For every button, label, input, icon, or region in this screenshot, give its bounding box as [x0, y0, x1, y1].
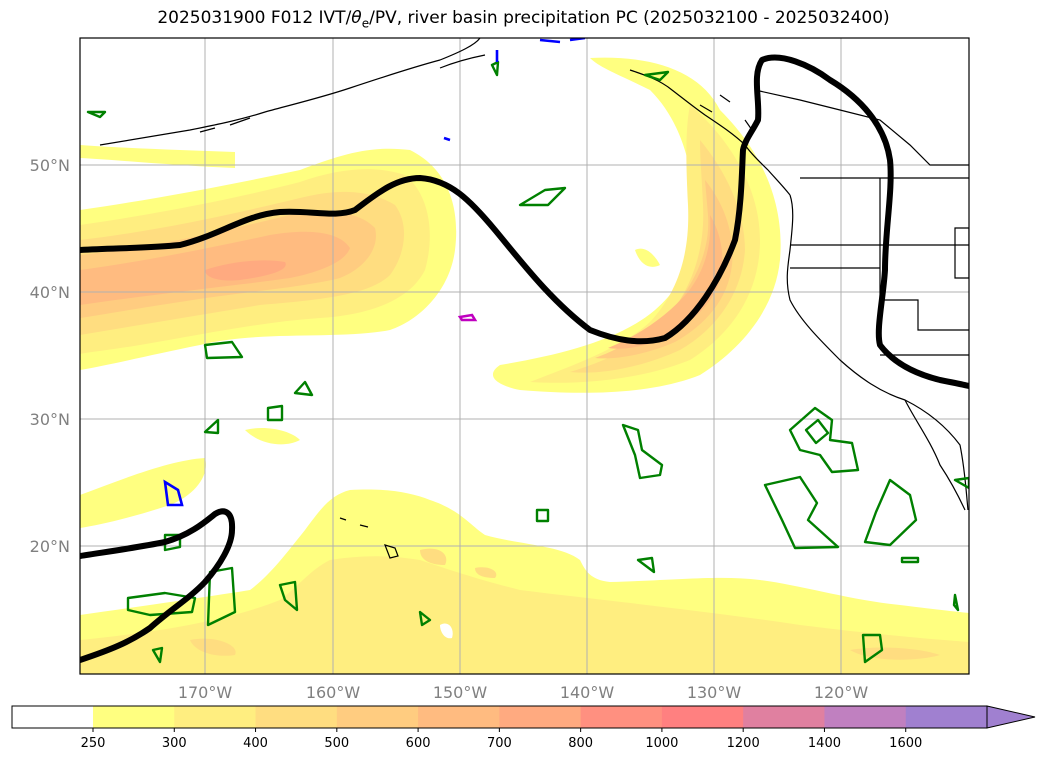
colorbar-label: 1600 — [889, 736, 922, 751]
colorbar-label: 1400 — [808, 736, 841, 751]
alaska-coast — [99, 38, 481, 146]
colorbar: 250 300 400 500 600 700 800 1000 1200 1400 1600 — [11, 705, 1036, 751]
lat-tick-labels: 20°N 30°N 40°N 50°N — [30, 156, 70, 556]
graticule — [80, 38, 969, 674]
lat-tick-20: 20°N — [30, 537, 70, 556]
precip-contours — [86, 60, 969, 664]
colorbar-segment — [743, 706, 825, 728]
colorbar-segment — [336, 706, 419, 728]
lon-tick-130w: 130°W — [687, 683, 742, 702]
us-west-coast — [786, 194, 969, 511]
colorbar-segment — [499, 706, 582, 728]
colorbar-label: 300 — [162, 736, 187, 751]
lon-tick-140w: 140°W — [560, 683, 615, 702]
ivt-filled-contours — [80, 57, 969, 674]
colorbar-label: 600 — [406, 736, 431, 751]
colorbar-segment — [255, 706, 338, 728]
colorbar-segment — [174, 706, 257, 728]
colorbar-segment — [418, 706, 500, 728]
colorbar-segment — [580, 706, 663, 728]
colorbar-label: 1000 — [645, 736, 678, 751]
canada-border — [754, 89, 969, 166]
colorbar-segment — [905, 706, 988, 728]
colorbar-segment — [93, 706, 175, 728]
colorbar-label: 250 — [81, 736, 106, 751]
colorbar-segment — [661, 706, 744, 728]
ivt-fill-300-south — [80, 556, 969, 674]
bc-coast — [629, 69, 791, 196]
colorbar-segment-below — [12, 706, 93, 728]
colorbar-extend-arrow — [986, 705, 1036, 729]
axes-frame — [79, 37, 970, 675]
lon-tick-labels: 170°W 160°W 150°W 140°W 130°W 120°W — [178, 683, 869, 702]
pv-contour-main — [80, 54, 969, 389]
state-borders — [790, 178, 969, 356]
lon-tick-150w: 150°W — [433, 683, 488, 702]
lon-tick-160w: 160°W — [306, 683, 361, 702]
colorbar-label: 500 — [324, 736, 349, 751]
coastlines — [99, 38, 969, 559]
colorbar-label: 800 — [568, 736, 593, 751]
colorbar-label: 700 — [487, 736, 512, 751]
lon-tick-120w: 120°W — [814, 683, 869, 702]
baja-coast — [904, 399, 966, 511]
lon-tick-170w: 170°W — [178, 683, 233, 702]
colorbar-label: 1200 — [727, 736, 760, 751]
pv-contour-south — [80, 508, 236, 663]
hawaii — [339, 517, 399, 559]
colorbar-segment — [824, 706, 907, 728]
lat-tick-30: 30°N — [30, 410, 70, 429]
lat-tick-40: 40°N — [30, 283, 70, 302]
ivt-fill-700 — [205, 260, 286, 281]
colorbar-label: 400 — [243, 736, 268, 751]
map-title: 2025031900 F012 IVT/θe/PV, river basin p… — [157, 8, 890, 31]
pv-contours — [80, 54, 969, 663]
plot-area — [80, 38, 969, 674]
lat-tick-50: 50°N — [30, 156, 70, 175]
